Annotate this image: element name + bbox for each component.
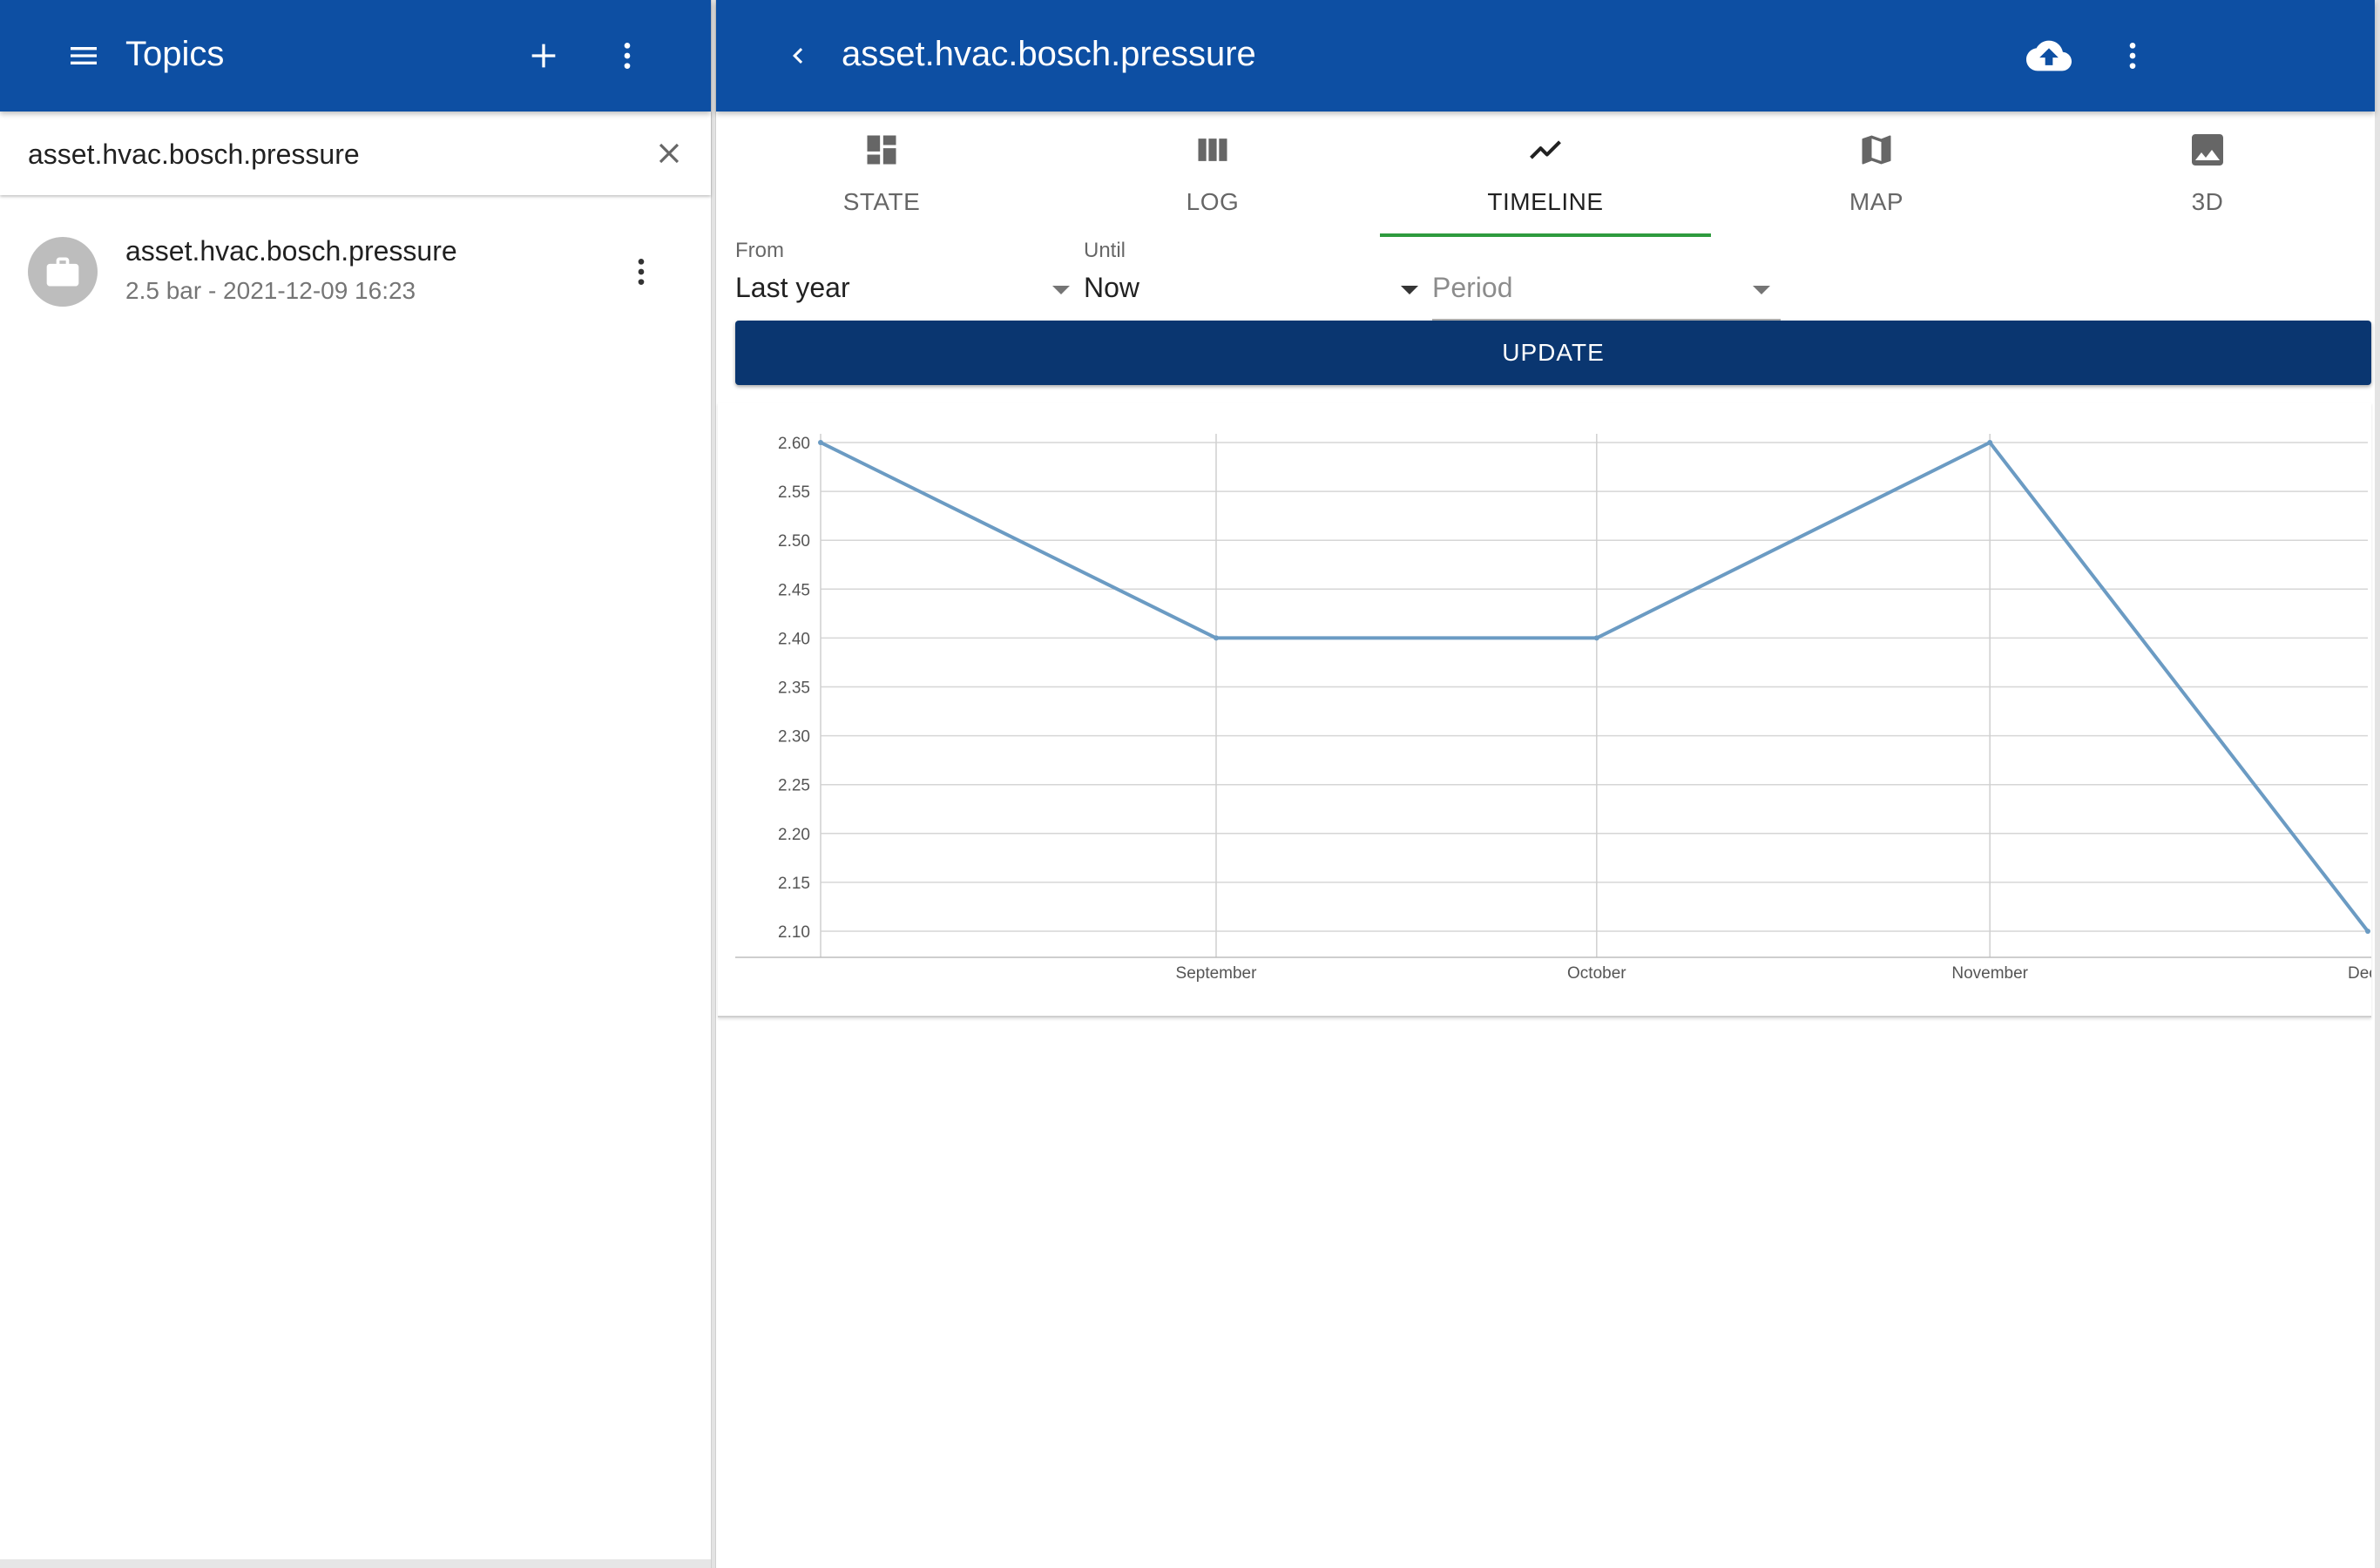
tab-3d-label: 3D bbox=[2191, 188, 2224, 215]
clear-search-button[interactable] bbox=[634, 118, 704, 188]
active-tab-indicator bbox=[1380, 233, 1711, 237]
more-vert-icon bbox=[638, 259, 645, 285]
chevron-left-icon bbox=[793, 48, 803, 64]
menu-button[interactable] bbox=[49, 21, 118, 91]
from-label: From bbox=[735, 239, 784, 262]
y-tick-label: 2.30 bbox=[778, 728, 810, 747]
from-value: Last year bbox=[735, 272, 850, 303]
tab-timeline[interactable]: TIMELINE bbox=[1380, 112, 1711, 237]
data-point bbox=[2365, 929, 2370, 934]
y-tick-label: 2.60 bbox=[778, 435, 810, 453]
plus-icon bbox=[531, 44, 556, 68]
chevron-down-icon bbox=[1753, 286, 1770, 294]
add-topic-button[interactable] bbox=[509, 21, 578, 91]
data-point bbox=[1987, 440, 1993, 445]
data-point bbox=[1593, 635, 1599, 641]
tab-log[interactable]: LOG bbox=[1047, 112, 1378, 237]
y-tick-label: 2.40 bbox=[778, 630, 810, 648]
view-tabs: STATE LOG TIMELINE MAP 3D bbox=[716, 112, 2375, 237]
map-icon bbox=[1862, 135, 1891, 165]
y-tick-label: 2.55 bbox=[778, 483, 810, 502]
period-select[interactable]: Period bbox=[1432, 235, 1781, 321]
view-column-icon bbox=[1198, 139, 1227, 161]
close-icon bbox=[659, 143, 680, 164]
chevron-down-icon bbox=[1052, 286, 1070, 294]
timeline-chart: 2.60 2.55 2.50 2.45 2.40 2.35 2.30 2.25 2.20 2.15… bbox=[735, 434, 2371, 983]
tab-log-label: LOG bbox=[1186, 188, 1240, 215]
more-vert-icon bbox=[624, 43, 631, 69]
topic-search-box bbox=[0, 112, 711, 195]
topic-detail-more-button[interactable] bbox=[2098, 21, 2167, 91]
more-vert-icon bbox=[2129, 43, 2136, 69]
period-underline bbox=[1432, 319, 1781, 321]
topic-detail-title: asset.hvac.bosch.pressure bbox=[842, 35, 1256, 73]
x-tick-label: September bbox=[1176, 964, 1258, 983]
topics-more-button[interactable] bbox=[592, 21, 662, 91]
y-tick-label: 2.45 bbox=[778, 581, 810, 599]
timeline-chart-card: 2.60 2.55 2.50 2.45 2.40 2.35 2.30 2.25 2.20 2.15… bbox=[718, 402, 2371, 1017]
tab-map[interactable]: MAP bbox=[1711, 112, 2042, 237]
image-icon bbox=[2192, 134, 2223, 166]
vertical-scrollbar[interactable] bbox=[2375, 0, 2380, 1568]
until-select[interactable]: Until Now bbox=[1084, 235, 1423, 321]
y-tick-label: 2.20 bbox=[778, 826, 810, 844]
topics-panel: Topics asset.hvac.bosch.pressure 2.5 bar… bbox=[0, 0, 711, 1568]
horizontal-scrollbar[interactable] bbox=[0, 1559, 711, 1568]
data-point bbox=[818, 440, 823, 445]
timeline-icon bbox=[1530, 140, 1561, 159]
topic-search-input[interactable] bbox=[28, 132, 629, 176]
y-tick-label: 2.25 bbox=[778, 777, 810, 795]
from-select[interactable]: From Last year bbox=[735, 235, 1075, 321]
topic-last-value: 2.5 bar - 2021-12-09 16:23 bbox=[125, 277, 416, 304]
y-tick-label: 2.50 bbox=[778, 532, 810, 551]
y-tick-label: 2.10 bbox=[778, 923, 810, 942]
tab-3d[interactable]: 3D bbox=[2042, 112, 2373, 237]
tab-state[interactable]: STATE bbox=[716, 112, 1047, 237]
topic-item-more-button[interactable] bbox=[606, 237, 676, 307]
until-label: Until bbox=[1084, 239, 1126, 262]
topic-detail-app-bar: asset.hvac.bosch.pressure bbox=[716, 0, 2375, 112]
tab-state-label: STATE bbox=[842, 188, 921, 215]
until-value: Now bbox=[1084, 272, 1140, 303]
avatar bbox=[28, 237, 98, 307]
tab-timeline-label: TIMELINE bbox=[1487, 188, 1604, 215]
y-tick-label: 2.15 bbox=[778, 875, 810, 893]
period-placeholder: Period bbox=[1432, 272, 1513, 303]
briefcase-icon bbox=[46, 257, 79, 287]
back-button[interactable] bbox=[763, 21, 833, 91]
x-tick-label: Dece bbox=[2348, 964, 2371, 983]
x-tick-label: November bbox=[1951, 964, 2028, 983]
cloud-upload-button[interactable] bbox=[2014, 21, 2084, 91]
menu-icon bbox=[71, 47, 97, 64]
data-point bbox=[1214, 635, 1219, 641]
panel-divider[interactable] bbox=[711, 0, 716, 1568]
topics-title: Topics bbox=[125, 35, 225, 73]
topic-list-item[interactable]: asset.hvac.bosch.pressure 2.5 bar - 2021… bbox=[0, 216, 711, 328]
chevron-down-icon bbox=[1401, 286, 1418, 294]
cloud-upload-icon bbox=[2026, 40, 2072, 71]
x-tick-label: October bbox=[1567, 964, 1626, 983]
y-tick-label: 2.35 bbox=[778, 679, 810, 698]
topics-app-bar: Topics bbox=[0, 0, 711, 112]
tab-map-label: MAP bbox=[1849, 188, 1904, 215]
dashboard-icon bbox=[867, 135, 896, 165]
topic-name: asset.hvac.bosch.pressure bbox=[125, 235, 457, 267]
update-button[interactable]: UPDATE bbox=[735, 321, 2371, 385]
